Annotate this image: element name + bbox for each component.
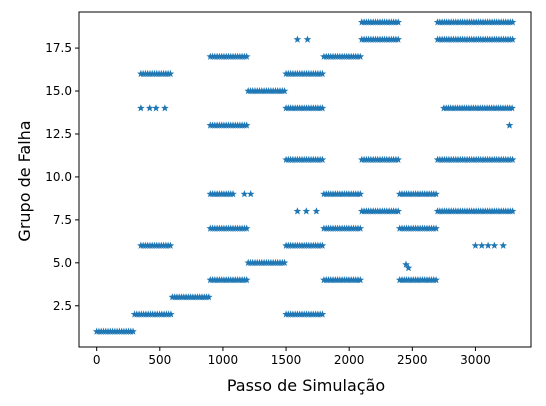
data-point-group-14 (508, 104, 516, 112)
data-point-group-19 (508, 18, 517, 26)
data-point-sparse (484, 241, 492, 249)
plot-frame (78, 11, 532, 348)
data-point-group-7 (242, 224, 251, 232)
data-point-sparse (303, 35, 312, 43)
data-point-sparse (471, 241, 480, 249)
data-point-sparse (240, 190, 249, 198)
data-point-group-4 (356, 276, 365, 284)
data-point-sparse (478, 241, 486, 249)
y-tick-label: 7.5 (53, 213, 72, 227)
data-point-group-9 (229, 190, 237, 198)
data-point-group-5 (280, 258, 289, 267)
data-point-sparse (246, 190, 255, 198)
data-point-group-7 (356, 224, 365, 232)
data-point-group-13 (242, 121, 251, 129)
data-point-sparse (402, 260, 410, 268)
y-axis-label: Grupo de Falha (15, 120, 34, 241)
y-axis-ticks: 2.5 5.0 7.5 10.0 12.5 15.0 17.5 (45, 41, 79, 313)
data-point-group-7 (432, 224, 440, 232)
y-tick-label: 2.5 (53, 299, 72, 313)
x-tick-label: 0 (93, 353, 101, 367)
y-tick-label: 12.5 (45, 127, 72, 141)
data-point-group-3 (205, 293, 213, 301)
data-point-sparse (161, 104, 169, 112)
data-point-sparse (312, 207, 321, 215)
data-point-group-19 (394, 18, 402, 26)
data-point-group-2 (167, 310, 175, 318)
data-point-sparse (490, 241, 499, 249)
data-point-sparse (152, 104, 160, 112)
data-point-group-16 (166, 69, 175, 78)
data-point-group-11 (508, 155, 517, 163)
data-point-sparse (302, 207, 311, 215)
data-points (92, 18, 517, 335)
x-tick-label: 500 (148, 353, 171, 367)
data-point-group-15 (280, 87, 289, 95)
data-point-sparse (293, 35, 302, 43)
data-point-group-4 (432, 276, 440, 284)
y-tick-label: 15.0 (45, 84, 72, 98)
data-point-sparse (145, 104, 154, 112)
data-point-sparse (505, 121, 514, 129)
data-point-group-11 (318, 155, 327, 163)
data-point-group-17 (242, 52, 251, 60)
data-point-group-9 (356, 190, 365, 198)
data-point-group-1 (129, 327, 137, 335)
data-point-group-11 (394, 155, 402, 163)
y-tick-label: 10.0 (45, 170, 72, 184)
x-axis-label: Passo de Simulação (227, 376, 385, 395)
data-point-group-8 (394, 207, 402, 215)
x-tick-label: 2000 (334, 353, 365, 367)
x-tick-label: 2500 (397, 353, 428, 367)
data-point-sparse (499, 241, 507, 249)
data-point-group-18 (508, 35, 517, 43)
x-tick-label: 1500 (271, 353, 302, 367)
data-point-sparse (404, 264, 413, 272)
y-tick-label: 17.5 (45, 41, 72, 55)
data-point-group-17 (356, 52, 365, 60)
data-point-group-6 (318, 241, 327, 249)
data-point-sparse (293, 207, 302, 215)
data-point-group-16 (318, 69, 327, 78)
x-axis-ticks: 0 500 1000 1500 2000 2500 3000 (93, 347, 491, 367)
data-point-group-8 (508, 207, 517, 215)
data-point-group-2 (318, 310, 327, 318)
data-point-group-4 (242, 276, 251, 284)
data-point-group-9 (432, 190, 440, 198)
y-tick-label: 5.0 (53, 256, 72, 270)
x-tick-label: 1000 (208, 353, 239, 367)
x-tick-label: 3000 (460, 353, 491, 367)
data-point-sparse (137, 104, 145, 112)
data-point-group-18 (394, 35, 402, 43)
data-point-group-14 (318, 104, 327, 112)
data-point-group-6 (166, 241, 175, 249)
